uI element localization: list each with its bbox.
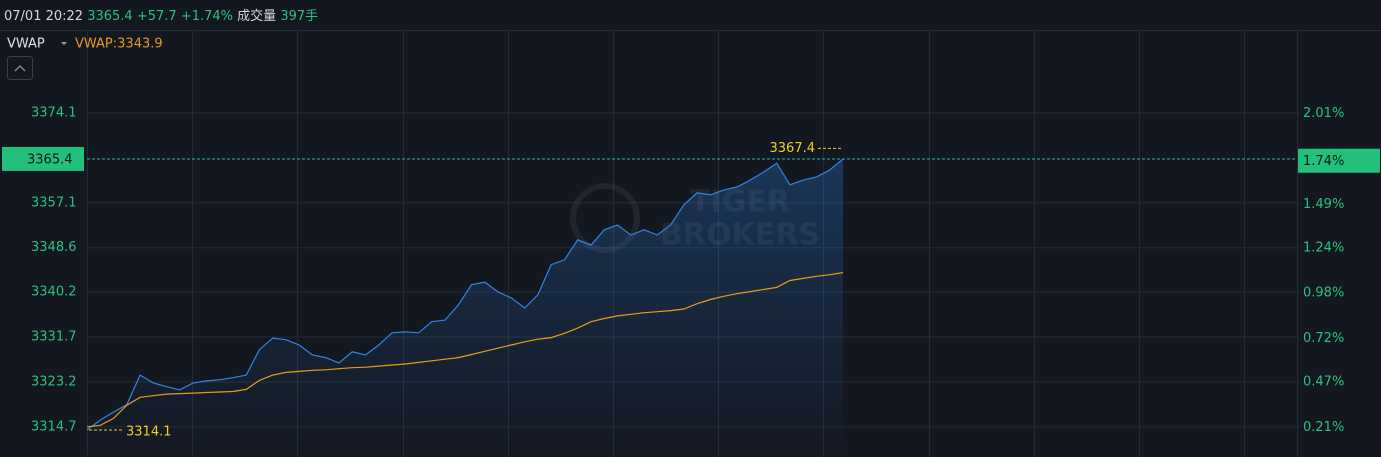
y-tick-label: 3348.6	[31, 240, 77, 255]
y2-tick-label: 0.98%	[1303, 286, 1344, 301]
collapse-icon	[14, 65, 26, 72]
y2-tick-label: 0.47%	[1303, 375, 1344, 390]
last-pct-label: 1.74%	[1303, 154, 1344, 169]
y-tick-label: 3314.7	[31, 419, 77, 434]
y2-tick-label: 0.72%	[1303, 331, 1344, 346]
change-pct: +1.74%	[180, 9, 234, 24]
volume-label: 成交量	[237, 9, 277, 24]
low-label: 3314.1	[126, 425, 172, 440]
y-tick-label: 3374.1	[31, 105, 77, 120]
y2-tick-label: 2.01%	[1303, 106, 1344, 121]
last-pct-box	[1298, 148, 1380, 173]
collapse-button[interactable]	[7, 56, 33, 80]
indicator-value: VWAP:3343.9	[75, 37, 163, 52]
last-price-label: 3365.4	[27, 152, 73, 167]
change: +57.7	[136, 9, 177, 24]
vwap-line	[86, 272, 844, 428]
y-tick-label: 3331.7	[31, 330, 77, 345]
y2-tick-label: 1.24%	[1303, 240, 1344, 255]
date-time: 07/01 20:22	[4, 9, 84, 24]
y-tick-label: 3323.2	[31, 374, 77, 389]
indicator-name[interactable]: VWAP	[7, 37, 45, 52]
y2-tick-label: 1.49%	[1303, 197, 1344, 212]
y2-tick-label: 0.21%	[1303, 420, 1344, 435]
volume: 397手	[280, 9, 319, 24]
price: 3365.4	[87, 9, 133, 24]
dropdown-arrow[interactable]	[61, 42, 67, 45]
last-price-box	[2, 146, 84, 171]
y-tick-label: 3340.2	[31, 285, 77, 300]
y-tick-label: 3357.1	[31, 195, 77, 210]
price-area	[87, 158, 843, 457]
price-line	[86, 158, 844, 431]
header: 07/01 20:22 3365.4 +57.7 +1.74% 成交量 397手	[4, 5, 318, 24]
high-label: 3367.4	[770, 141, 816, 156]
